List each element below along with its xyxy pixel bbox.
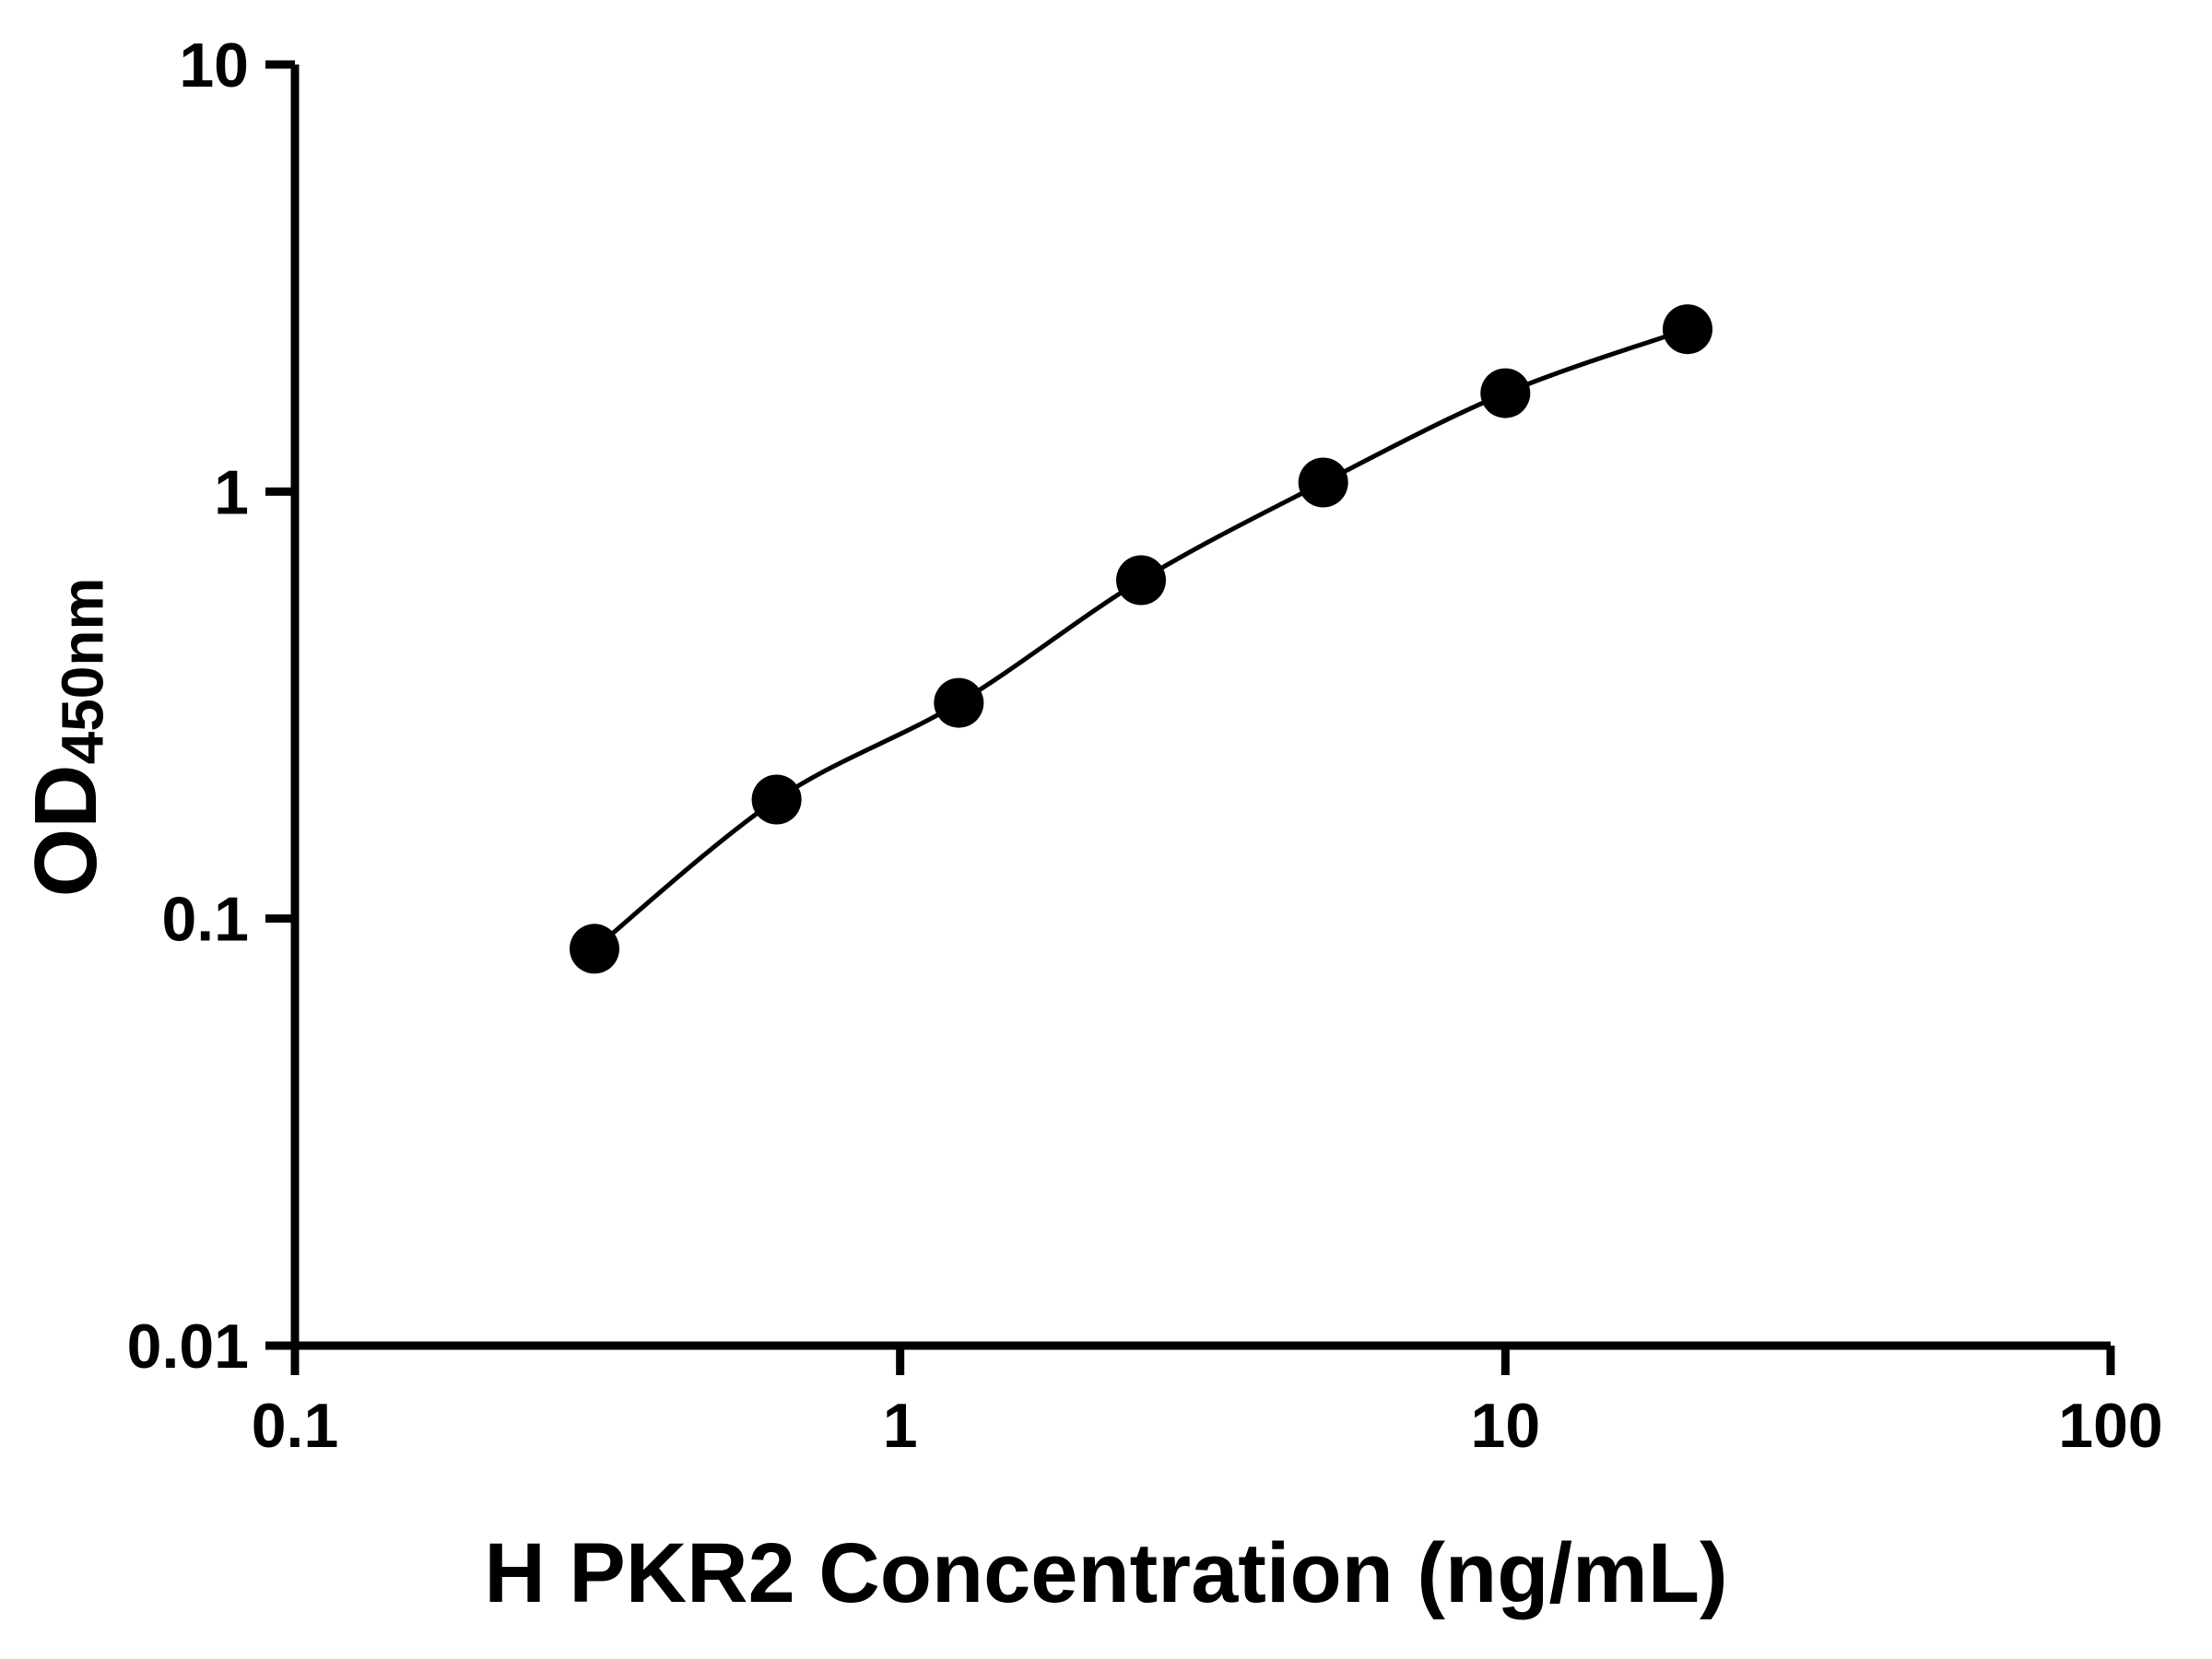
y-tick-label: 0.01 [127,1312,249,1382]
y-axis-label-main: OD [17,764,115,898]
y-axis-label: OD450nm [2,461,131,1014]
data-point [1298,457,1348,508]
x-axis-label: H PKR2 Concentration (ng/mL) [484,1526,1728,1620]
standard-curve-line [593,326,1688,951]
y-tick-label: 0.1 [161,885,249,955]
x-tick-label: 10 [1471,1391,1541,1461]
data-point [570,924,619,974]
data-point [934,677,984,728]
data-point [751,774,802,825]
data-point [1480,368,1531,418]
y-tick-label: 1 [214,457,249,527]
y-axis-label-subscript: 450nm [49,577,116,765]
data-point [1663,304,1712,355]
x-tick-label: 0.1 [252,1391,339,1461]
y-tick-label: 10 [179,30,249,100]
data-point [1116,555,1166,606]
x-tick-label: 100 [2058,1391,2162,1461]
x-tick-label: 1 [883,1391,918,1461]
